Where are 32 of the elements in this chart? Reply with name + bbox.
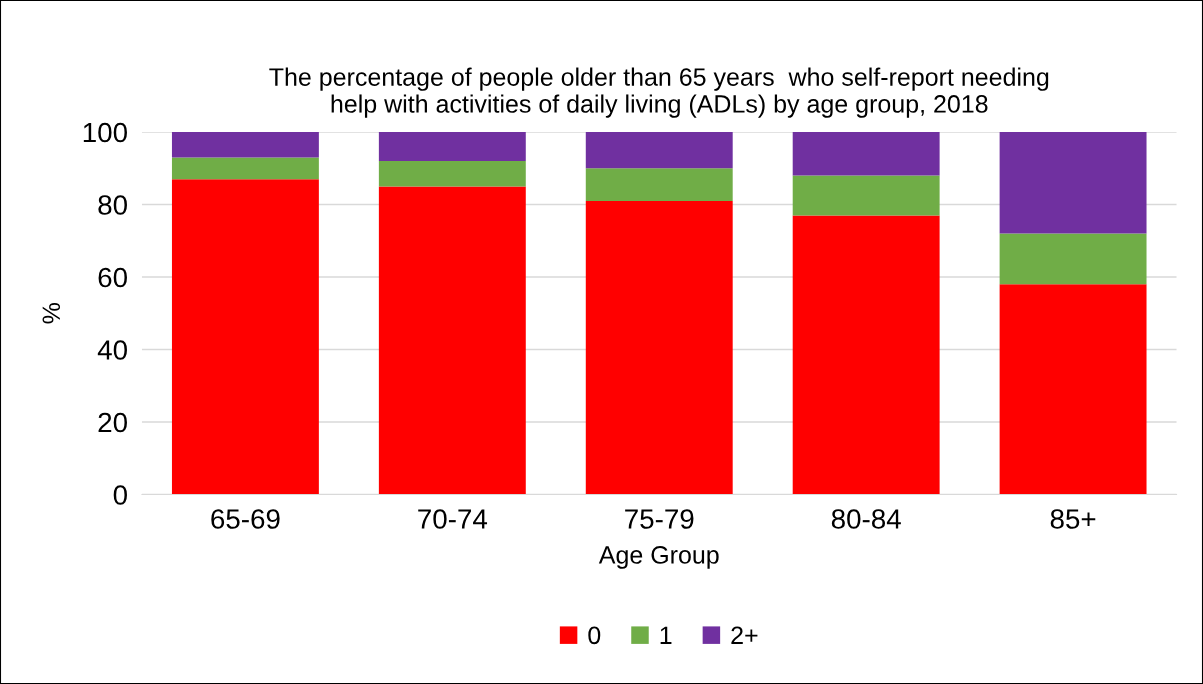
bar — [792, 175, 940, 216]
bar — [999, 132, 1147, 234]
y-tick-label: 40 — [97, 340, 127, 360]
x-tick-label: 85+ — [1050, 509, 1096, 529]
bar — [171, 179, 319, 495]
x-tick-label: 75-79 — [625, 509, 694, 529]
y-tick-label: 100 — [83, 122, 127, 143]
chart-title: The percentage of people older than 65 years who self-report needing help with activities of daily living (ADLs) by age group, 2018 — [269, 67, 1049, 118]
bar — [585, 168, 733, 201]
bar — [378, 186, 526, 495]
x-tick-label: 70-74 — [418, 509, 488, 529]
bar — [378, 161, 526, 187]
bar — [585, 132, 733, 169]
bar — [585, 200, 733, 495]
x-tick-label: 80-84 — [831, 509, 901, 529]
x-tick-label: 65-69 — [211, 509, 280, 529]
bar — [171, 132, 319, 158]
bar — [792, 215, 940, 495]
legend-label: 2+ — [731, 626, 758, 644]
bar — [792, 132, 940, 176]
y-tick-label: 0 — [113, 485, 127, 505]
legend-label: 1 — [660, 626, 672, 644]
bar — [999, 284, 1147, 495]
bar — [378, 132, 526, 162]
y-tick-label: 80 — [98, 195, 127, 215]
y-axis-title: % — [42, 303, 61, 324]
bar — [999, 233, 1147, 285]
x-axis-title: Age Group — [598, 546, 719, 569]
y-tick-label: 60 — [98, 267, 127, 288]
legend-label: 0 — [588, 626, 601, 645]
y-tick-label: 20 — [98, 412, 127, 433]
bar — [171, 157, 319, 180]
